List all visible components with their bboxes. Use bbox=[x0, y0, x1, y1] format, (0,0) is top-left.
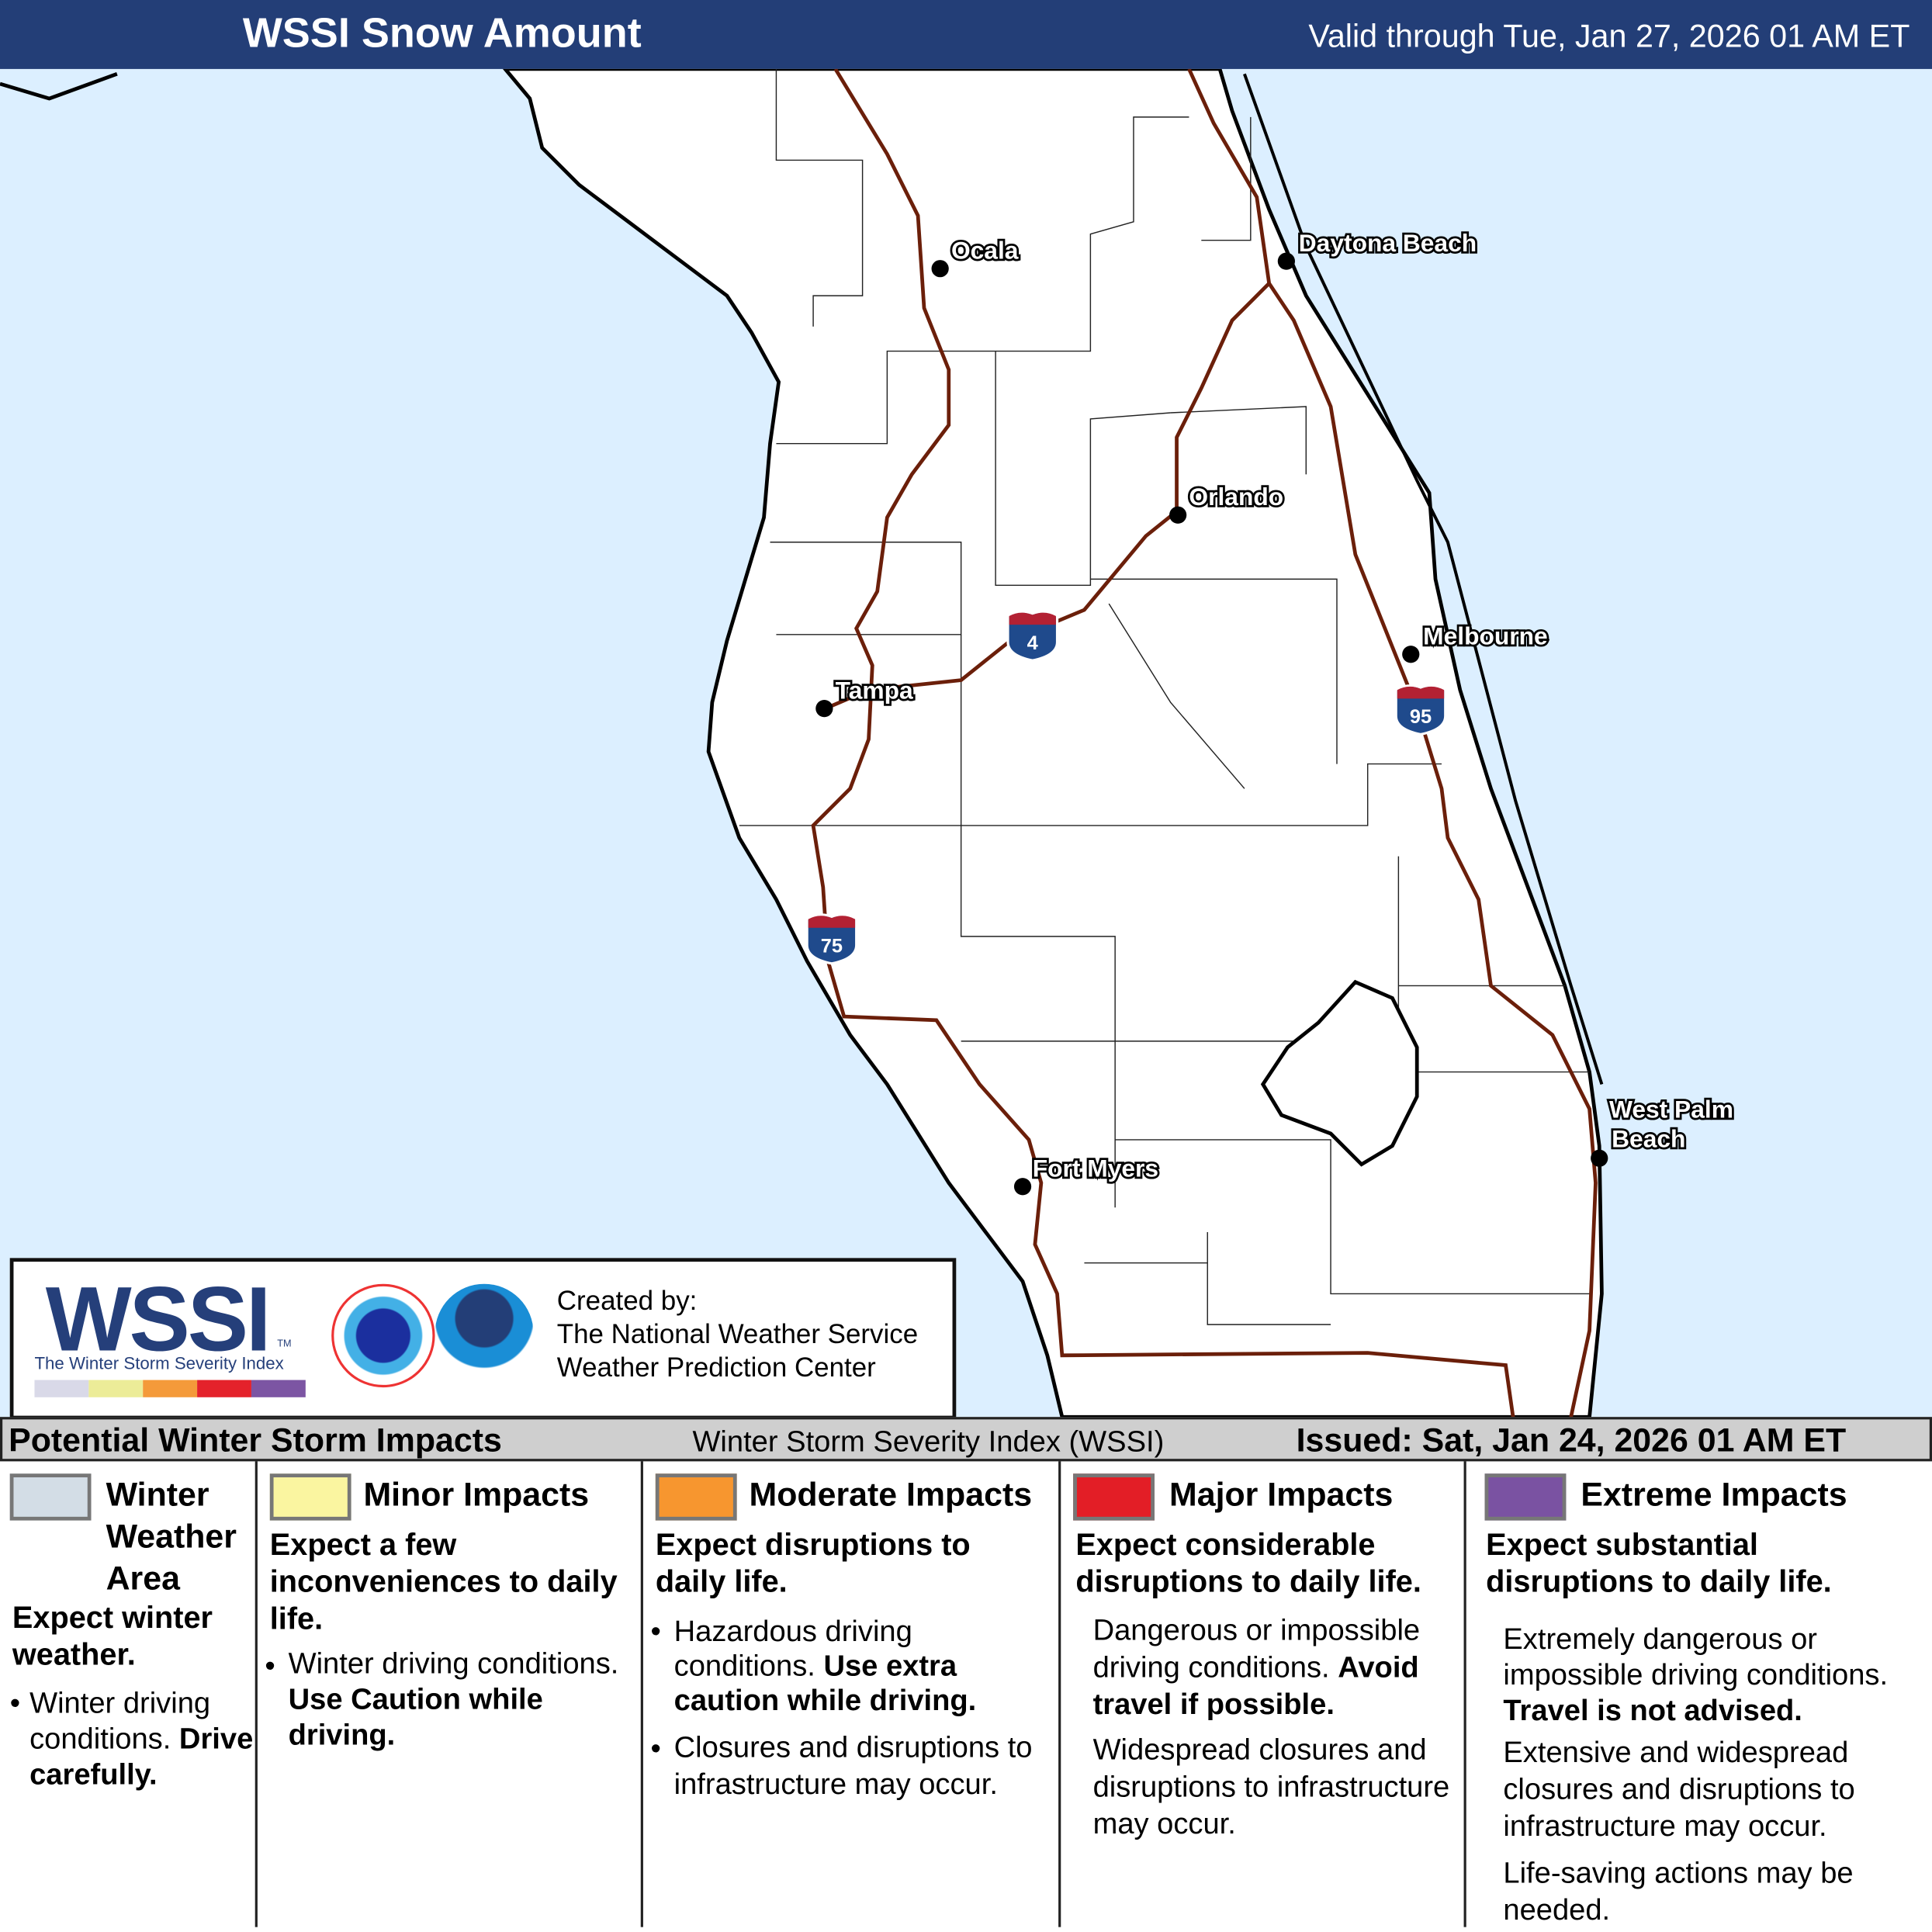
i75-route bbox=[811, 68, 1515, 1418]
category-title: Major Impacts bbox=[1169, 1476, 1394, 1514]
trademark: TM bbox=[277, 1338, 292, 1349]
category-lead: Expect substantial disruptions to daily … bbox=[1486, 1528, 1832, 1600]
credits-text: Created by: The National Weather Service… bbox=[557, 1284, 918, 1384]
impacts-header-strip: Potential Winter Storm Impacts Winter St… bbox=[0, 1417, 1932, 1462]
city-label-orlando: Orlando bbox=[1189, 483, 1283, 511]
index-name: Winter Storm Severity Index (WSSI) bbox=[692, 1425, 1165, 1459]
shield-number: 75 bbox=[821, 936, 843, 957]
valid-time: Valid through Tue, Jan 27, 2026 01 AM ET bbox=[1308, 17, 1910, 54]
category-lead: Expect a few inconveniences to daily lif… bbox=[269, 1528, 618, 1636]
category-lead: Expect considerable disruptions to daily… bbox=[1075, 1528, 1421, 1600]
city-dot-fort-myers bbox=[1013, 1178, 1032, 1196]
city-dot-daytona-beach bbox=[1277, 252, 1295, 270]
barrier-islands bbox=[1243, 73, 1604, 1085]
shield-number: 4 bbox=[1027, 632, 1038, 654]
category-minor: Minor Impacts Expect a few inconvenience… bbox=[254, 1461, 642, 1927]
credit-label: Created by: bbox=[556, 1285, 698, 1316]
category-detail-2: Extensive and widespread closures and di… bbox=[1503, 1736, 1855, 1844]
scale-swatch bbox=[88, 1380, 144, 1397]
severity-color-scale bbox=[34, 1380, 306, 1397]
category-detail: Hazardous driving conditions. Use extra … bbox=[673, 1615, 977, 1718]
impacts-title: Potential Winter Storm Impacts bbox=[9, 1421, 502, 1459]
header-bar: WSSI Snow Amount Valid through Tue, Jan … bbox=[0, 0, 1932, 69]
category-detail: Winter driving conditions. Use Caution w… bbox=[288, 1647, 619, 1753]
city-dot-west-palm-beach bbox=[1591, 1149, 1608, 1167]
city-dot-tampa bbox=[815, 699, 833, 718]
category-moderate: Moderate Impacts Expect disruptions to d… bbox=[640, 1461, 1060, 1927]
swatch-moderate bbox=[655, 1473, 737, 1521]
county-lines bbox=[739, 68, 1590, 1325]
category-title: Winter Weather Area bbox=[106, 1476, 237, 1598]
city-label-fort-myers: Fort Myers bbox=[1033, 1155, 1158, 1182]
credit-nws: The National Weather Service bbox=[556, 1318, 919, 1349]
interstate-shield-75: 75 bbox=[805, 913, 858, 965]
category-detail-2: Widespread closures and disruptions to i… bbox=[1092, 1733, 1450, 1841]
shield-number: 95 bbox=[1410, 706, 1432, 728]
lake-okeechobee bbox=[1260, 979, 1419, 1167]
category-title: Minor Impacts bbox=[363, 1476, 590, 1514]
interstate-routes bbox=[811, 68, 1598, 1418]
impact-legend: Winter Weather Area Expect winter weather.… bbox=[0, 1461, 1932, 1932]
florida-map: Ocala Daytona Beach Orlando Melbourne Ta… bbox=[0, 68, 1932, 1418]
swatch-minor bbox=[269, 1473, 351, 1521]
category-major: Major Impacts Expect considerable disrup… bbox=[1058, 1461, 1465, 1927]
city-label-tampa: Tampa bbox=[836, 676, 913, 704]
scale-swatch bbox=[34, 1380, 89, 1397]
credits-box: WSSI TM The Winter Storm Severity Index … bbox=[9, 1258, 957, 1420]
scale-swatch bbox=[143, 1380, 198, 1397]
category-title: Moderate Impacts bbox=[749, 1476, 1033, 1514]
category-detail: Dangerous or impossible driving conditio… bbox=[1092, 1614, 1421, 1722]
credit-wpc: Weather Prediction Center bbox=[556, 1352, 876, 1383]
category-detail-3: Life-saving actions may be needed. bbox=[1503, 1857, 1854, 1927]
noaa-seal-icon bbox=[435, 1283, 534, 1383]
scale-swatch bbox=[197, 1380, 251, 1397]
scale-swatch bbox=[251, 1380, 306, 1397]
map-title: WSSI Snow Amount bbox=[242, 9, 642, 57]
panhandle-coast bbox=[0, 72, 118, 101]
city-label-beach: Beach bbox=[1612, 1124, 1685, 1152]
city-markers: Ocala Daytona Beach Orlando Melbourne Ta… bbox=[815, 227, 1736, 1196]
category-lead: Expect disruptions to daily life. bbox=[655, 1528, 971, 1600]
interstate-shield-4: 4 bbox=[1006, 610, 1059, 662]
city-label-west-palm: West Palm bbox=[1609, 1095, 1733, 1123]
city-label-daytona-beach: Daytona Beach bbox=[1299, 229, 1477, 257]
category-detail: Extremely dangerous or impossible drivin… bbox=[1503, 1622, 1889, 1728]
swatch-extreme bbox=[1484, 1473, 1567, 1521]
i95-route bbox=[1187, 68, 1598, 1418]
city-label-melbourne: Melbourne bbox=[1423, 622, 1548, 650]
wssi-subtitle: The Winter Storm Severity Index bbox=[34, 1352, 284, 1373]
city-dot-ocala bbox=[931, 260, 949, 278]
city-dot-orlando bbox=[1169, 506, 1187, 524]
swatch-major bbox=[1073, 1473, 1155, 1521]
category-detail: Winter driving conditions. Drive careful… bbox=[29, 1686, 254, 1792]
nws-seal-icon bbox=[331, 1283, 435, 1388]
category-lead: Expect winter weather. bbox=[12, 1600, 213, 1672]
category-title: Extreme Impacts bbox=[1581, 1476, 1847, 1514]
category-detail-2: Closures and disruptions to infrastructu… bbox=[673, 1731, 1033, 1802]
i4-route bbox=[825, 282, 1271, 711]
category-winter-weather-area: Winter Weather Area Expect winter weather.… bbox=[0, 1461, 254, 1927]
city-label-ocala: Ocala bbox=[951, 236, 1019, 264]
issued-time: Issued: Sat, Jan 24, 2026 01 AM ET bbox=[1296, 1421, 1847, 1459]
city-dot-melbourne bbox=[1402, 646, 1420, 663]
wssi-logo: WSSI bbox=[45, 1268, 272, 1370]
category-extreme: Extreme Impacts Expect substantial disru… bbox=[1463, 1461, 1932, 1927]
interstate-shield-95: 95 bbox=[1394, 684, 1447, 736]
swatch-winter-weather bbox=[9, 1473, 92, 1521]
